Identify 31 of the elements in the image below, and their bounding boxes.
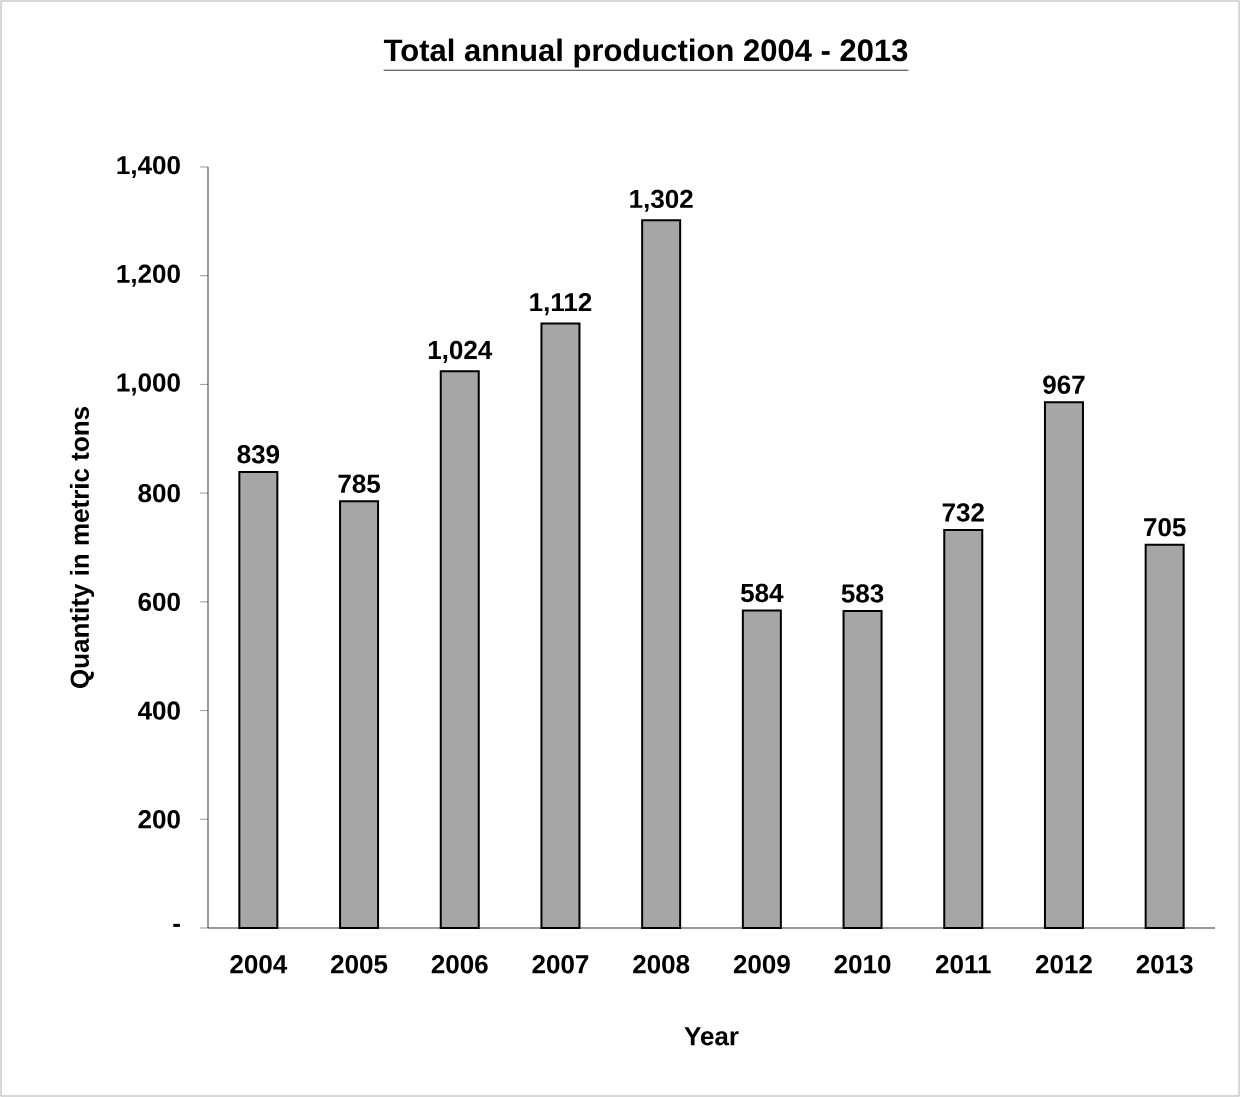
x-tick-label: 2006	[431, 955, 488, 974]
data-label: 839	[237, 445, 280, 464]
y-tick-label: 600	[138, 592, 180, 612]
x-axis-title: Year	[684, 1027, 739, 1046]
y-tick-label: 1,200	[117, 264, 180, 287]
x-tick-label: 2009	[733, 955, 790, 974]
data-label: 1,024	[428, 340, 493, 363]
x-tick-label: 2007	[532, 955, 589, 974]
y-tick-label: -	[173, 923, 180, 927]
data-label: 967	[1043, 375, 1085, 394]
y-tick-label: 200	[138, 810, 180, 829]
x-tick-label: 2005	[331, 955, 388, 974]
y-axis-title: Quantity in metric tons	[69, 406, 95, 688]
data-label: 1,302	[630, 189, 693, 212]
x-tick-label: 2004	[230, 955, 288, 974]
x-tick-label: 2013	[1136, 955, 1193, 974]
data-label: 583	[841, 584, 884, 603]
data-label: 584	[740, 583, 784, 603]
chart-title: Total annual production 2004 - 2013	[383, 38, 908, 68]
y-tick-label: 1,000	[117, 373, 180, 396]
x-tick-label: 2010	[834, 955, 891, 974]
y-tick-label: 1,400	[117, 155, 180, 179]
data-label: 1,112	[530, 292, 592, 316]
y-tick-label: 800	[138, 483, 180, 503]
x-tick-label: 2011	[935, 955, 991, 974]
data-label: 705	[1144, 517, 1186, 537]
x-tick-label: 2012	[1035, 955, 1092, 974]
data-label: 785	[338, 474, 381, 493]
y-tick-label: 400	[137, 701, 180, 720]
x-tick-label: 2008	[633, 955, 690, 974]
data-label: 732	[942, 503, 984, 522]
